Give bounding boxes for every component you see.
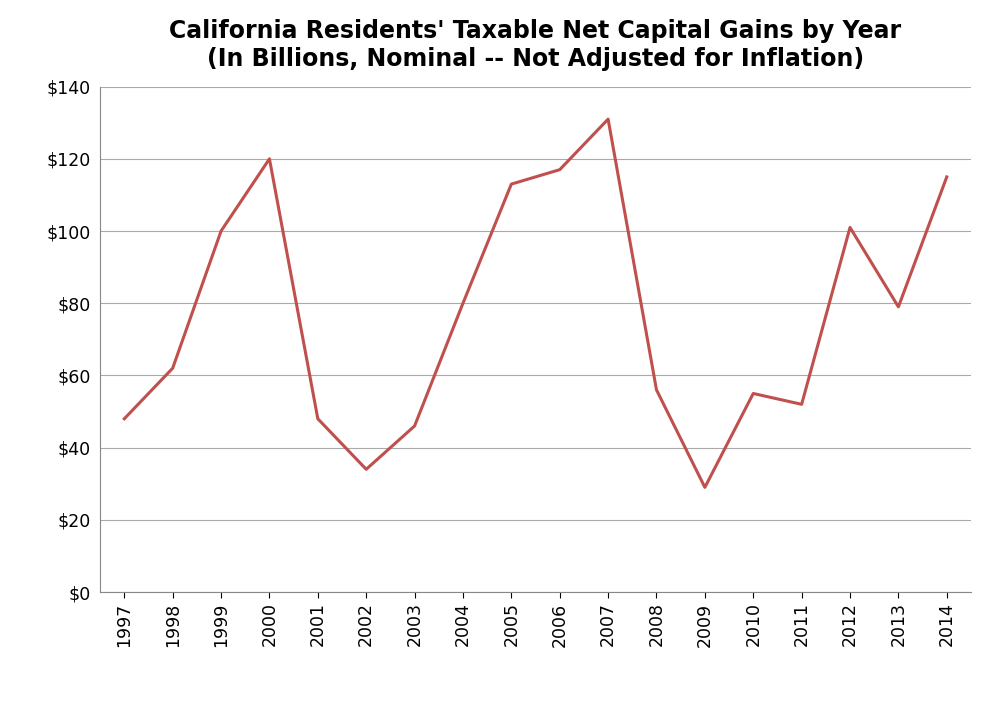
Title: California Residents' Taxable Net Capital Gains by Year
(In Billions, Nominal --: California Residents' Taxable Net Capita… (169, 19, 902, 71)
